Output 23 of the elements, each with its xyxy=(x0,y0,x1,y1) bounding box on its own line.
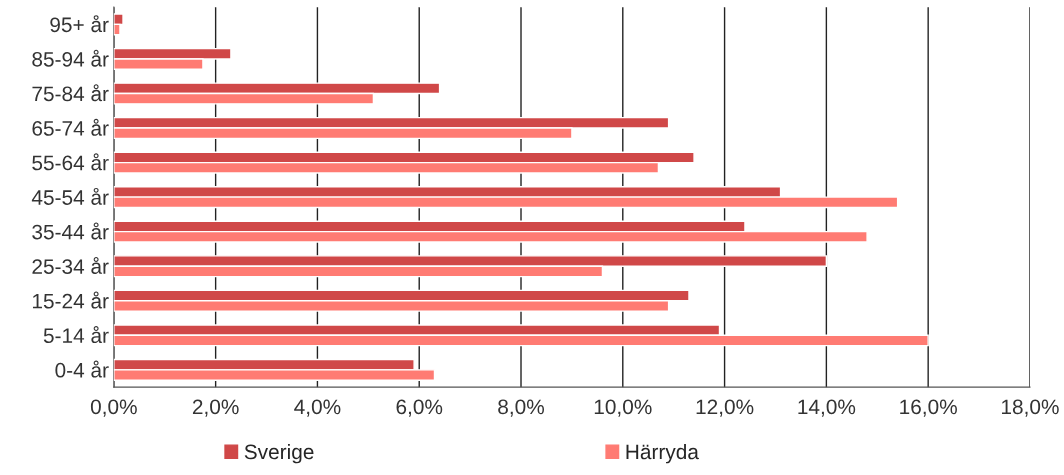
x-tick-label: 12,0% xyxy=(696,399,754,417)
x-tick-label: 2,0% xyxy=(192,399,239,417)
legend-label: Sverige xyxy=(244,443,314,464)
y-tick-label: 15-24 år xyxy=(32,291,109,309)
y-tick-label: 75-84 år xyxy=(32,84,109,102)
x-tick-label: 8,0% xyxy=(498,399,545,417)
y-tick-label: 55-64 år xyxy=(32,153,109,171)
y-tick-label: 85-94 år xyxy=(32,49,109,67)
y-tick-label: 35-44 år xyxy=(32,222,109,240)
y-tick-label: 0-4 år xyxy=(55,360,109,378)
y-tick-label: 95+ år xyxy=(50,15,109,33)
x-tick-label: 0,0% xyxy=(90,399,137,417)
x-tick-label: 10,0% xyxy=(594,399,652,417)
x-tick-label: 18,0% xyxy=(1002,399,1059,417)
y-tick-label: 25-34 år xyxy=(32,256,109,274)
y-tick-label: 45-54 år xyxy=(31,187,109,205)
x-tick-label: 14,0% xyxy=(798,399,856,417)
legend-label: Härryda xyxy=(626,443,699,464)
x-tick-label: 6,0% xyxy=(396,399,443,417)
x-tick-label: 16,0% xyxy=(900,399,957,417)
y-tick-label: 5-14 år xyxy=(43,326,109,344)
x-tick-label: 4,0% xyxy=(294,399,341,417)
y-tick-label: 65-74 år xyxy=(32,118,109,136)
